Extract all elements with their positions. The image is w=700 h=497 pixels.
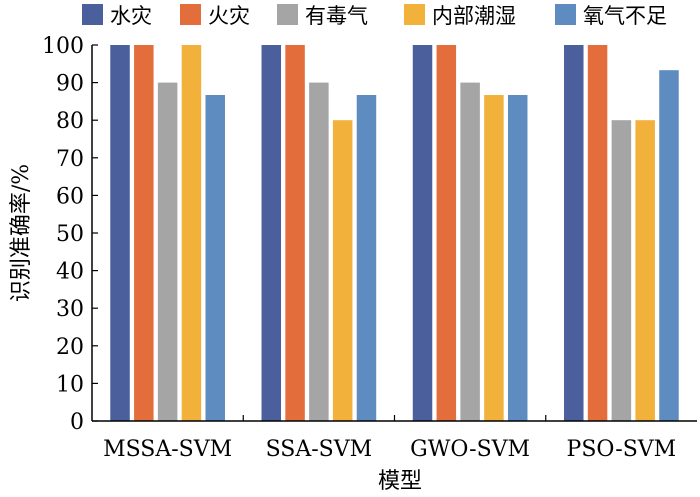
legend-swatch [404,4,425,25]
bar-mssa-svm-series-4 [181,45,202,421]
legend-label: 火灾 [208,4,250,28]
legend-swatch [555,4,576,25]
bar-ssa-svm-series-1 [261,45,282,421]
legend-label: 有毒气 [305,4,368,28]
legend: 水灾 火灾 有毒气 内部潮湿 氧气不足 [82,4,667,28]
bar-mssa-svm-series-5 [205,95,225,421]
bar-pso-svm-series-1 [564,45,584,421]
legend-label: 氧气不足 [583,4,667,28]
legend-swatch [82,4,103,25]
bar-ssa-svm-series-4 [332,120,353,421]
y-tick-label: 40 [56,260,84,285]
y-tick-label: 90 [56,72,84,97]
legend-label: 水灾 [110,4,152,28]
bar-mssa-svm-series-2 [134,45,154,421]
bar-pso-svm-series-2 [587,45,608,421]
bar-ssa-svm-series-5 [356,95,377,421]
bars [110,45,679,421]
y-tick-label: 30 [56,297,84,322]
bar-ssa-svm-series-2 [285,45,305,421]
bar-ssa-svm-series-3 [309,82,329,421]
y-tick-label: 10 [56,372,84,397]
bar-pso-svm-series-3 [611,120,632,421]
bar-pso-svm-series-4 [635,120,655,421]
bar-gwo-svm-series-3 [460,82,480,421]
y-tick-label: 60 [56,184,84,209]
x-tick-label: GWO-SVM [410,437,530,462]
y-tick-label: 50 [56,222,84,247]
legend-swatch [277,4,298,25]
bar-mssa-svm-series-1 [110,45,130,421]
bar-gwo-svm-series-1 [412,45,433,421]
legend-swatch [180,4,201,25]
bar-gwo-svm-series-5 [507,95,528,421]
bar-gwo-svm-series-2 [436,45,457,421]
y-tick-label: 100 [42,34,84,59]
legend-label: 内部潮湿 [432,4,516,28]
y-tick-label: 70 [56,147,84,172]
x-axis-title: 模型 [378,469,422,494]
x-tick-label: PSO-SVM [567,437,677,462]
bar-mssa-svm-series-3 [157,82,178,421]
y-tick-label: 20 [56,335,84,360]
y-axis-title: 识别准确率/% [9,164,34,302]
y-tick-label: 80 [56,109,84,134]
axes: MSSA-SVM SSA-SVM GWO-SVM PSO-SVM 0 10 20 30 40 50… [42,34,697,462]
x-tick-label: SSA-SVM [266,437,373,462]
x-tick-label: MSSA-SVM [103,437,232,462]
bar-gwo-svm-series-4 [484,95,504,421]
y-tick-label: 0 [70,410,84,435]
bar-pso-svm-series-5 [659,70,679,421]
